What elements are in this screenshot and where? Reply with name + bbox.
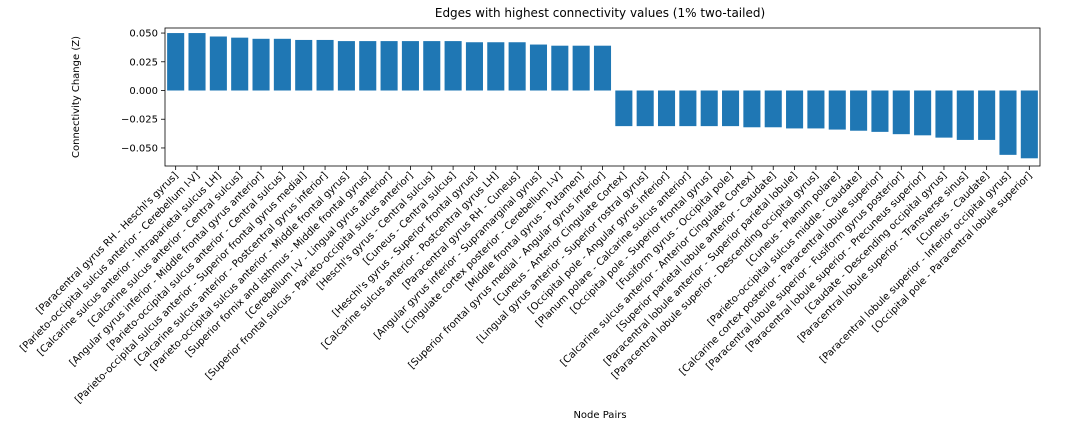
bar (914, 90, 932, 136)
bar (978, 90, 996, 140)
bar (380, 41, 398, 91)
y-tick-label: 0.000 (129, 86, 158, 97)
bar (167, 33, 185, 91)
y-axis-label: Connectivity Change (Z) (71, 36, 82, 158)
bar (401, 41, 419, 91)
plot-frame (164, 27, 1041, 167)
bar (465, 42, 483, 91)
bar (529, 44, 548, 91)
bar (273, 38, 291, 91)
y-tick-label: 0.050 (129, 29, 158, 40)
bar (679, 90, 697, 127)
bar (551, 45, 569, 91)
bar (487, 42, 505, 91)
bar (295, 39, 313, 91)
bar (786, 90, 804, 129)
bar (743, 90, 761, 128)
chart-title: Edges with highest connectivity values (… (435, 6, 765, 20)
bar (252, 38, 270, 91)
bar (828, 90, 846, 130)
bar (892, 90, 910, 135)
y-tick-label: −0.025 (121, 115, 158, 126)
bar (657, 90, 676, 127)
bar (231, 37, 249, 91)
bar (316, 39, 334, 91)
bar (593, 45, 612, 91)
bar (700, 90, 718, 127)
y-tick-label: 0.025 (129, 57, 158, 68)
bar (209, 36, 227, 91)
bar (764, 90, 782, 128)
bar (807, 90, 825, 129)
bar (871, 90, 889, 132)
bar (188, 33, 206, 91)
bar (636, 90, 654, 127)
bar (337, 41, 355, 91)
x-axis-label: Node Pairs (573, 410, 626, 421)
bar (935, 90, 953, 138)
bar (850, 90, 868, 131)
bar (423, 41, 441, 91)
bar (956, 90, 974, 140)
y-tick-label: −0.050 (121, 143, 158, 154)
bar (572, 45, 590, 91)
bar (359, 41, 377, 91)
bar (615, 90, 633, 127)
bar (999, 90, 1017, 155)
bar (508, 42, 526, 91)
bar (1020, 90, 1038, 159)
bar (444, 41, 462, 91)
bar (722, 90, 740, 127)
